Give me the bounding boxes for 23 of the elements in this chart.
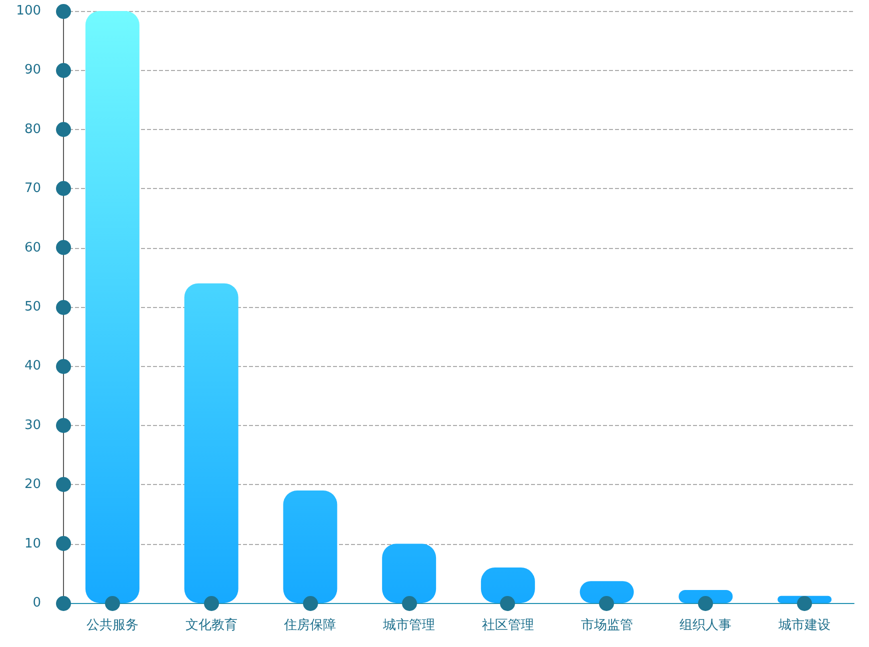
y-tick-label: 60	[24, 240, 41, 256]
y-tick-label: 40	[24, 358, 41, 374]
y-tick-label: 70	[24, 181, 41, 196]
y-tick-label: 0	[32, 596, 41, 610]
x-tick-label: 文化教育	[185, 617, 238, 633]
x-tick-label: 组织人事	[680, 618, 732, 633]
x-tick-label: 城市建设	[778, 618, 831, 633]
bar	[382, 544, 436, 603]
x-tick-label: 市场监管	[580, 618, 633, 633]
y-tick-label: 100	[16, 4, 41, 18]
bar	[184, 283, 238, 603]
y-tick-label: 80	[24, 122, 41, 137]
x-tick-label: 住房保障	[283, 617, 336, 633]
y-tick-label: 30	[24, 418, 41, 433]
x-tick-label: 社区管理	[482, 618, 534, 633]
x-tick-label: 公共服务	[86, 618, 138, 633]
y-tick-label: 90	[24, 62, 41, 78]
y-tick-label: 20	[24, 477, 41, 492]
bar	[85, 11, 140, 603]
bar	[283, 490, 338, 603]
y-tick-label: 10	[24, 536, 41, 552]
x-tick-label: 城市管理	[382, 618, 436, 633]
y-tick-label: 50	[24, 300, 41, 314]
